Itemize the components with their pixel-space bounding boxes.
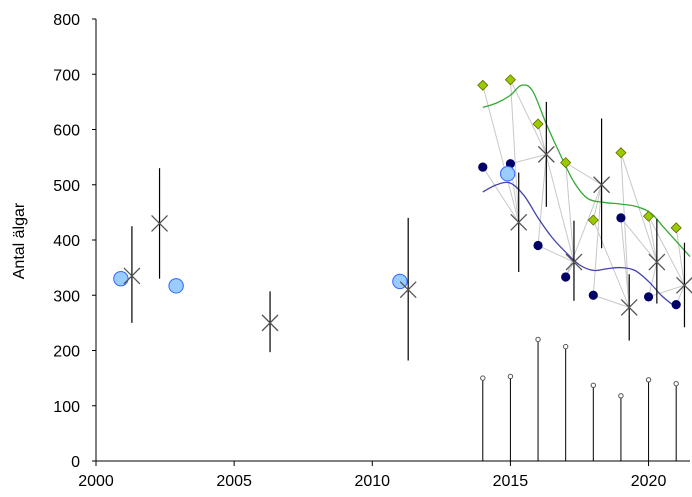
lollipop-head [562,343,569,350]
y-tick-label: 300 [53,288,80,305]
y-tick-label: 700 [53,67,80,84]
x-tick-label: 2010 [354,473,390,490]
x-tick-label: 2020 [631,473,667,490]
cross-point [676,276,692,294]
lollipop-head [590,382,597,389]
y-tick-label: 600 [53,123,80,140]
navy-dot-point [561,272,571,282]
green-diamond-point [587,214,599,226]
blue-circle-point [499,166,516,182]
blue-circle-point [113,270,129,287]
y-tick-label: 100 [53,399,80,416]
y-tick-label: 400 [53,233,80,250]
navy-dot-point [533,240,543,251]
green-trend-line [482,84,691,258]
green-diamond-point [670,222,682,234]
axes: 0 100 200 300 400 500 600 700 800 2000 2005 2010 201… [53,12,690,490]
y-axis-label: Antal älgar [11,202,28,279]
green-diamond-point [615,147,627,159]
navy-dot-point [671,300,681,310]
y-tick-label: 0 [71,454,80,471]
cross-point [537,145,555,163]
cross-point [648,253,666,271]
y-tick-label: 500 [53,178,80,195]
navy-dot-point [478,162,488,172]
data-markers [113,74,692,332]
y-tick-label: 800 [53,12,80,29]
cross-point [510,213,528,231]
green-diamond-point [477,79,489,91]
trend-lines [482,84,691,308]
lollipop-head [535,336,541,343]
connector-lines [482,79,686,309]
cross-point [399,281,417,299]
cross-point [151,214,169,232]
lollipop-head [618,393,624,399]
green-diamond-point [642,210,655,222]
x-tick-label: 2005 [216,473,252,490]
error-bars [131,101,686,361]
navy-dot-point [616,213,626,223]
blue-trend-line [482,181,677,308]
lollipop-head [507,373,514,380]
cross-point [565,253,583,271]
cross-point [123,267,141,285]
lollipop-series [480,336,679,461]
lollipop-head [480,375,486,381]
navy-dot-point [588,290,598,300]
green-diamond-point [560,157,572,169]
lollipop-head [673,380,679,387]
cross-point [593,176,611,194]
green-diamond-point [532,118,544,130]
navy-dot-point [643,292,654,302]
x-tick-label: 2015 [493,473,529,490]
cross-point [620,298,638,316]
x-tick-label: 2000 [78,473,114,490]
cross-point [261,314,279,332]
blue-circle-point [168,278,184,294]
y-tick-label: 200 [53,344,80,361]
lollipop-head [645,377,652,383]
green-diamond-point [504,74,516,86]
